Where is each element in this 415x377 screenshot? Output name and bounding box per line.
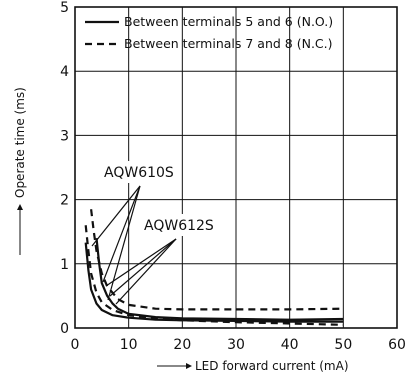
annotation-bg-aqw612s	[140, 214, 220, 236]
series-line-1	[95, 237, 344, 321]
x-tick-label: 0	[71, 337, 80, 353]
x-tick-label: 10	[120, 337, 138, 353]
y-tick-label: 0	[60, 321, 69, 337]
y-axis-title: Operate time (ms)	[13, 87, 27, 198]
legend-label-no: Between terminals 5 and 6 (N.O.)	[124, 14, 333, 29]
series-line-0	[84, 242, 344, 323]
plot-frame	[74, 6, 398, 329]
annotation-aqw612s: AQW612S	[144, 218, 214, 234]
y-tick-label: 1	[60, 257, 69, 273]
x-tick-label: 40	[281, 337, 299, 353]
x-tick-label: 30	[227, 337, 245, 353]
annotation-bg-aqw610s	[100, 161, 180, 183]
x-axis-arrowhead	[186, 363, 192, 369]
pointer-aqw612s-2	[109, 238, 177, 297]
y-tick-label: 5	[60, 0, 69, 16]
y-tick-label: 3	[60, 128, 69, 144]
x-tick-label: 60	[388, 337, 406, 353]
x-axis-title: LED forward current (mA)	[195, 359, 349, 373]
series-lines	[84, 209, 344, 326]
x-tick-label: 20	[173, 337, 191, 353]
legend: Between terminals 5 and 6 (N.O.) Between…	[85, 14, 333, 51]
series-line-2	[84, 225, 344, 326]
y-axis-arrowhead	[17, 204, 23, 210]
pointer-aqw612s-1	[105, 238, 177, 287]
x-tick-label: 50	[334, 337, 352, 353]
tick-labels: 0 10 20 30 40 50 60 0 1 2 3 4 5	[60, 0, 406, 353]
x-axis-label: LED forward current (mA)	[157, 359, 349, 373]
pointer-aqw610s-2	[102, 185, 141, 283]
pointer-aqw610s-1	[91, 185, 141, 247]
legend-label-nc: Between terminals 7 and 8 (N.C.)	[124, 36, 333, 51]
pointer-aqw612s-3	[115, 238, 177, 305]
annotations: AQW610S AQW612S	[91, 161, 220, 305]
y-tick-label: 2	[60, 193, 69, 209]
y-axis-label: Operate time (ms)	[13, 87, 27, 255]
series-line-3	[90, 209, 344, 311]
y-tick-label: 4	[60, 64, 69, 80]
annotation-aqw610s: AQW610S	[104, 165, 174, 181]
